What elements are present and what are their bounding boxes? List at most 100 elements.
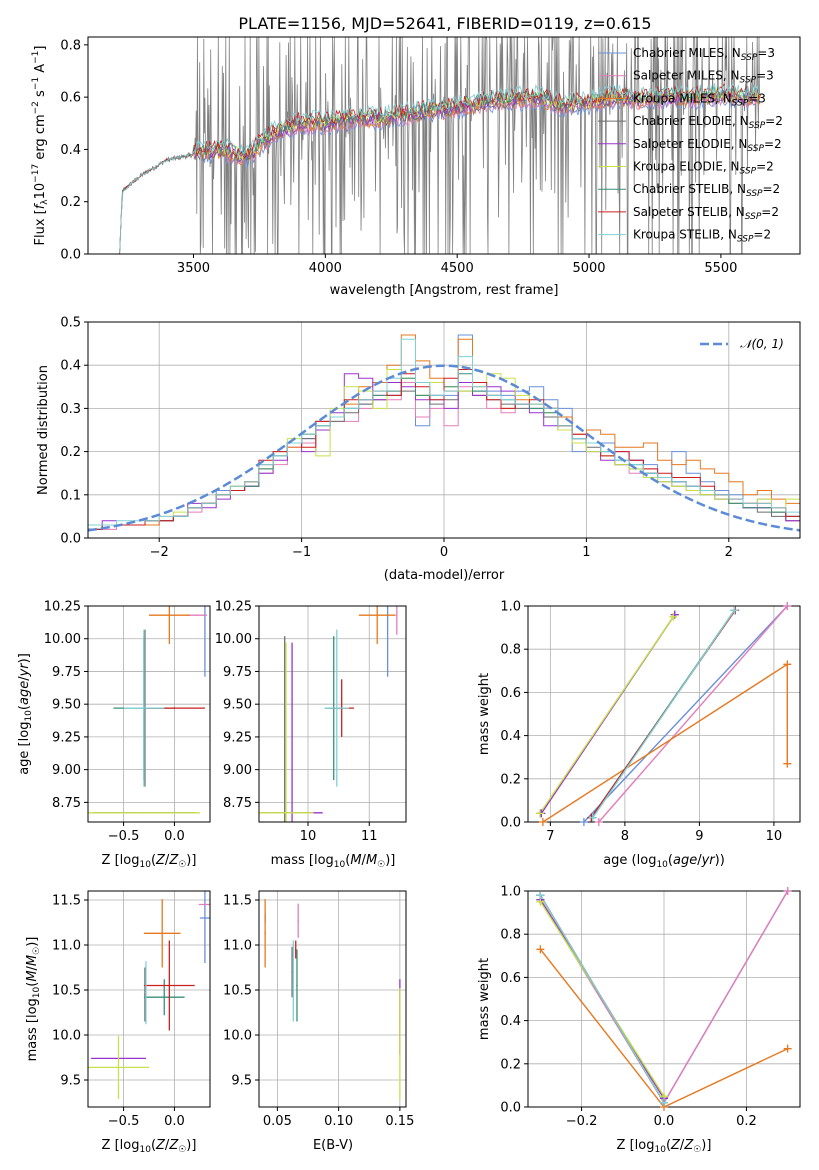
data-point (399, 1043, 401, 1045)
spectrum-panel: 3500 4000 4500 5000 5500 0.0 0.2 0.4 0.6 0.8 Chabr… (31, 36, 801, 298)
plus-marker (594, 818, 603, 826)
data-point (376, 614, 379, 616)
data-point (396, 614, 398, 616)
mass-weight-vs-age-panel: 7 8 9 10 0.0 0.2 0.4 0.6 0.8 1.0 (500, 600, 801, 844)
y-tick-label: 9.00 (223, 763, 252, 778)
y-tick-label: 8.75 (52, 796, 81, 811)
plus-marker (783, 602, 792, 610)
x-tick-label: 11 (361, 829, 378, 844)
y-tick-label: 11.0 (52, 939, 81, 954)
x-tick-label: 0.2 (736, 1114, 757, 1129)
mass-vs-Z-frame (87, 890, 211, 1108)
y-tick-label: 10.25 (215, 600, 252, 615)
x-tick-label: 2 (725, 545, 733, 560)
y-axis-label: mass weight (477, 958, 492, 1040)
y-tick-label: 8.75 (223, 796, 252, 811)
y-tick-label: 0.2 (60, 445, 81, 460)
x-axis-label: E(B-V) (313, 1138, 353, 1153)
y-tick-label: 0.0 (60, 248, 81, 263)
plus-marker (783, 660, 792, 669)
x-axis-label: age (log10(age/yr)) (603, 853, 725, 870)
y-tick-label: 9.5 (231, 1074, 252, 1089)
age-vs-Z-frame (87, 605, 211, 823)
y-tick-label: 0.6 (500, 971, 521, 986)
model-spectrum-line (119, 83, 761, 254)
data-point (294, 948, 297, 951)
x-tick-label: 8 (621, 829, 629, 844)
data-point (143, 812, 145, 814)
mass-vs-EBV-panel: 0.05 0.10 0.15 9.5 10.0 10.5 11.0 11.5 (223, 890, 414, 1129)
weight-line (539, 894, 665, 1104)
weight-line (598, 606, 788, 822)
y-tick-label: 9.50 (223, 698, 252, 713)
y-tick-label: 0.5 (60, 316, 81, 331)
plus-marker (783, 759, 792, 768)
plus-marker (669, 612, 678, 621)
y-tick-label: 9.25 (223, 730, 252, 745)
legend-label: Chabrier ELODIE, NSSP=2 (633, 114, 783, 131)
y-tick-label: 11.5 (223, 894, 252, 909)
plus-marker (588, 813, 597, 822)
mass-weight-vs-Z-panel: −0.2 0.0 0.2 0.0 0.2 0.4 0.6 0.8 1.0 (500, 885, 801, 1129)
x-tick-label: 9 (695, 829, 703, 844)
y-tick-label: 10.0 (223, 1029, 252, 1044)
weight-line (539, 948, 788, 1107)
y-tick-label: 9.50 (52, 698, 81, 713)
plus-marker (730, 606, 739, 615)
weight-line (583, 606, 788, 822)
data-point (335, 707, 338, 709)
x-tick-label: −1 (292, 545, 311, 560)
y-tick-label: 0.1 (60, 488, 81, 503)
data-point (168, 984, 171, 987)
y-tick-label: 0.0 (500, 816, 521, 831)
x-tick-label: 5500 (704, 261, 737, 276)
y-tick-label: 1.0 (500, 885, 521, 900)
plus-marker (783, 1044, 792, 1053)
x-tick-label: 0.0 (164, 1114, 185, 1129)
x-tick-label: 3500 (177, 261, 210, 276)
mass-vs-EBV-plot-area (264, 899, 401, 1100)
x-axis-label: Z [log10(Z/Z☉)] (102, 1138, 197, 1155)
age-vs-Z-plot-area (88, 606, 207, 814)
residual-histogram-plot-area (88, 334, 800, 532)
y-tick-label: 0.2 (60, 195, 81, 210)
data-point (296, 984, 298, 987)
age-vs-Z-panel: −0.5 0.0 8.75 9.00 9.25 9.50 9.75 10.00 10.25 (44, 600, 211, 844)
plus-marker (536, 891, 545, 900)
x-axis-label: Z [log10(Z/Z☉)] (617, 1138, 712, 1155)
y-tick-label: 9.00 (52, 763, 81, 778)
x-tick-label: 0.0 (164, 829, 185, 844)
mass-vs-EBV-frame (258, 890, 407, 1108)
x-tick-label: 0 (440, 545, 448, 560)
y-tick-label: 0.2 (500, 1057, 521, 1072)
y-axis-label: mass weight (477, 673, 492, 755)
data-point (264, 932, 266, 935)
weight-line (592, 609, 735, 819)
legend-label: Salpeter ELODIE, NSSP=2 (633, 137, 782, 154)
residual-histogram-panel: −2 −1 0 1 2 0.0 0.1 0.2 0.3 0.4 0.5 𝒩(0, 1) (data-mo… (36, 316, 801, 583)
legend-label: Salpeter STELIB, NSSP=2 (633, 205, 779, 222)
x-axis-label: (data-model)/error (384, 568, 505, 583)
x-tick-label: 4500 (441, 261, 474, 276)
x-tick-label: −0.5 (108, 1114, 140, 1129)
y-tick-label: 9.75 (223, 665, 252, 680)
spectrum-legend: Chabrier MILES, NSSP=3 Salpeter MILES, NS… (598, 46, 783, 245)
gaussian-curve (88, 364, 800, 532)
y-tick-label: 0.0 (500, 1101, 521, 1116)
model-spectrum-line (119, 83, 761, 254)
y-tick-label: 0.6 (500, 686, 521, 701)
y-tick-label: 10.25 (44, 600, 81, 615)
data-point (297, 919, 300, 922)
y-tick-label: 0.4 (500, 1014, 521, 1029)
x-axis-label: Z [log10(Z/Z☉)] (102, 853, 197, 870)
y-tick-label: 0.2 (500, 772, 521, 787)
data-point (204, 917, 206, 919)
x-tick-label: 0.0 (654, 1114, 675, 1129)
x-tick-label: 1 (582, 545, 590, 560)
x-axis-label: mass [log10(M/M☉)] (271, 853, 396, 870)
legend-label: 𝒩(0, 1) (740, 337, 784, 351)
age-vs-mass-panel: 10 11 8.75 9.00 9.25 9.50 9.75 10.00 10.25 (215, 600, 407, 844)
mass-weight-vs-age-frame (527, 605, 801, 823)
y-tick-label: 10.00 (215, 632, 252, 647)
